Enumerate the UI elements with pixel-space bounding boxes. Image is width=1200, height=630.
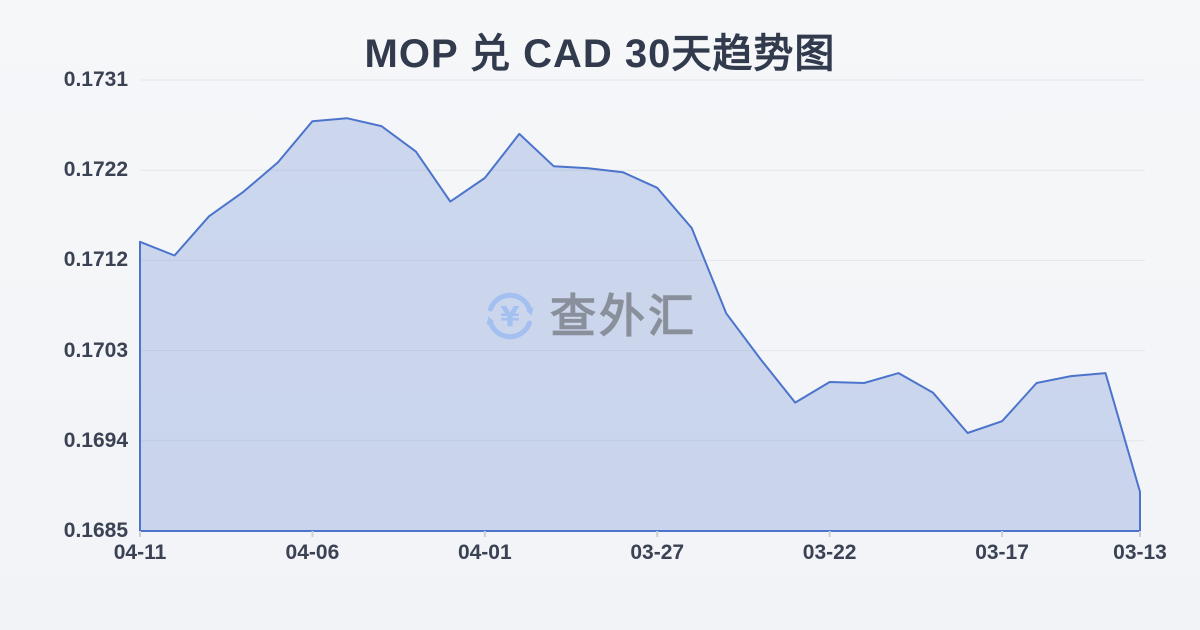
trend-area-series: [139, 117, 1141, 532]
y-axis-label: 0.1731: [63, 68, 128, 91]
y-axis-label: 0.1685: [63, 519, 128, 542]
x-axis-label: 03-13: [1113, 541, 1167, 564]
x-axis-label: 04-01: [457, 541, 512, 564]
y-axis-label: 0.1722: [63, 158, 128, 182]
x-axis-label: 04-06: [285, 541, 340, 564]
chart-title: MOP 兑 CAD 30天趋势图: [364, 32, 836, 76]
x-axis-label: 04-11: [113, 541, 167, 564]
y-axis-label: 0.1703: [63, 338, 128, 362]
x-axis-label: 03-17: [975, 541, 1029, 564]
x-axis-label: 03-22: [802, 541, 857, 564]
y-axis-label: 0.1694: [63, 428, 128, 452]
y-axis-label: 0.1712: [63, 248, 128, 272]
x-axis-label: 03-27: [630, 541, 685, 564]
